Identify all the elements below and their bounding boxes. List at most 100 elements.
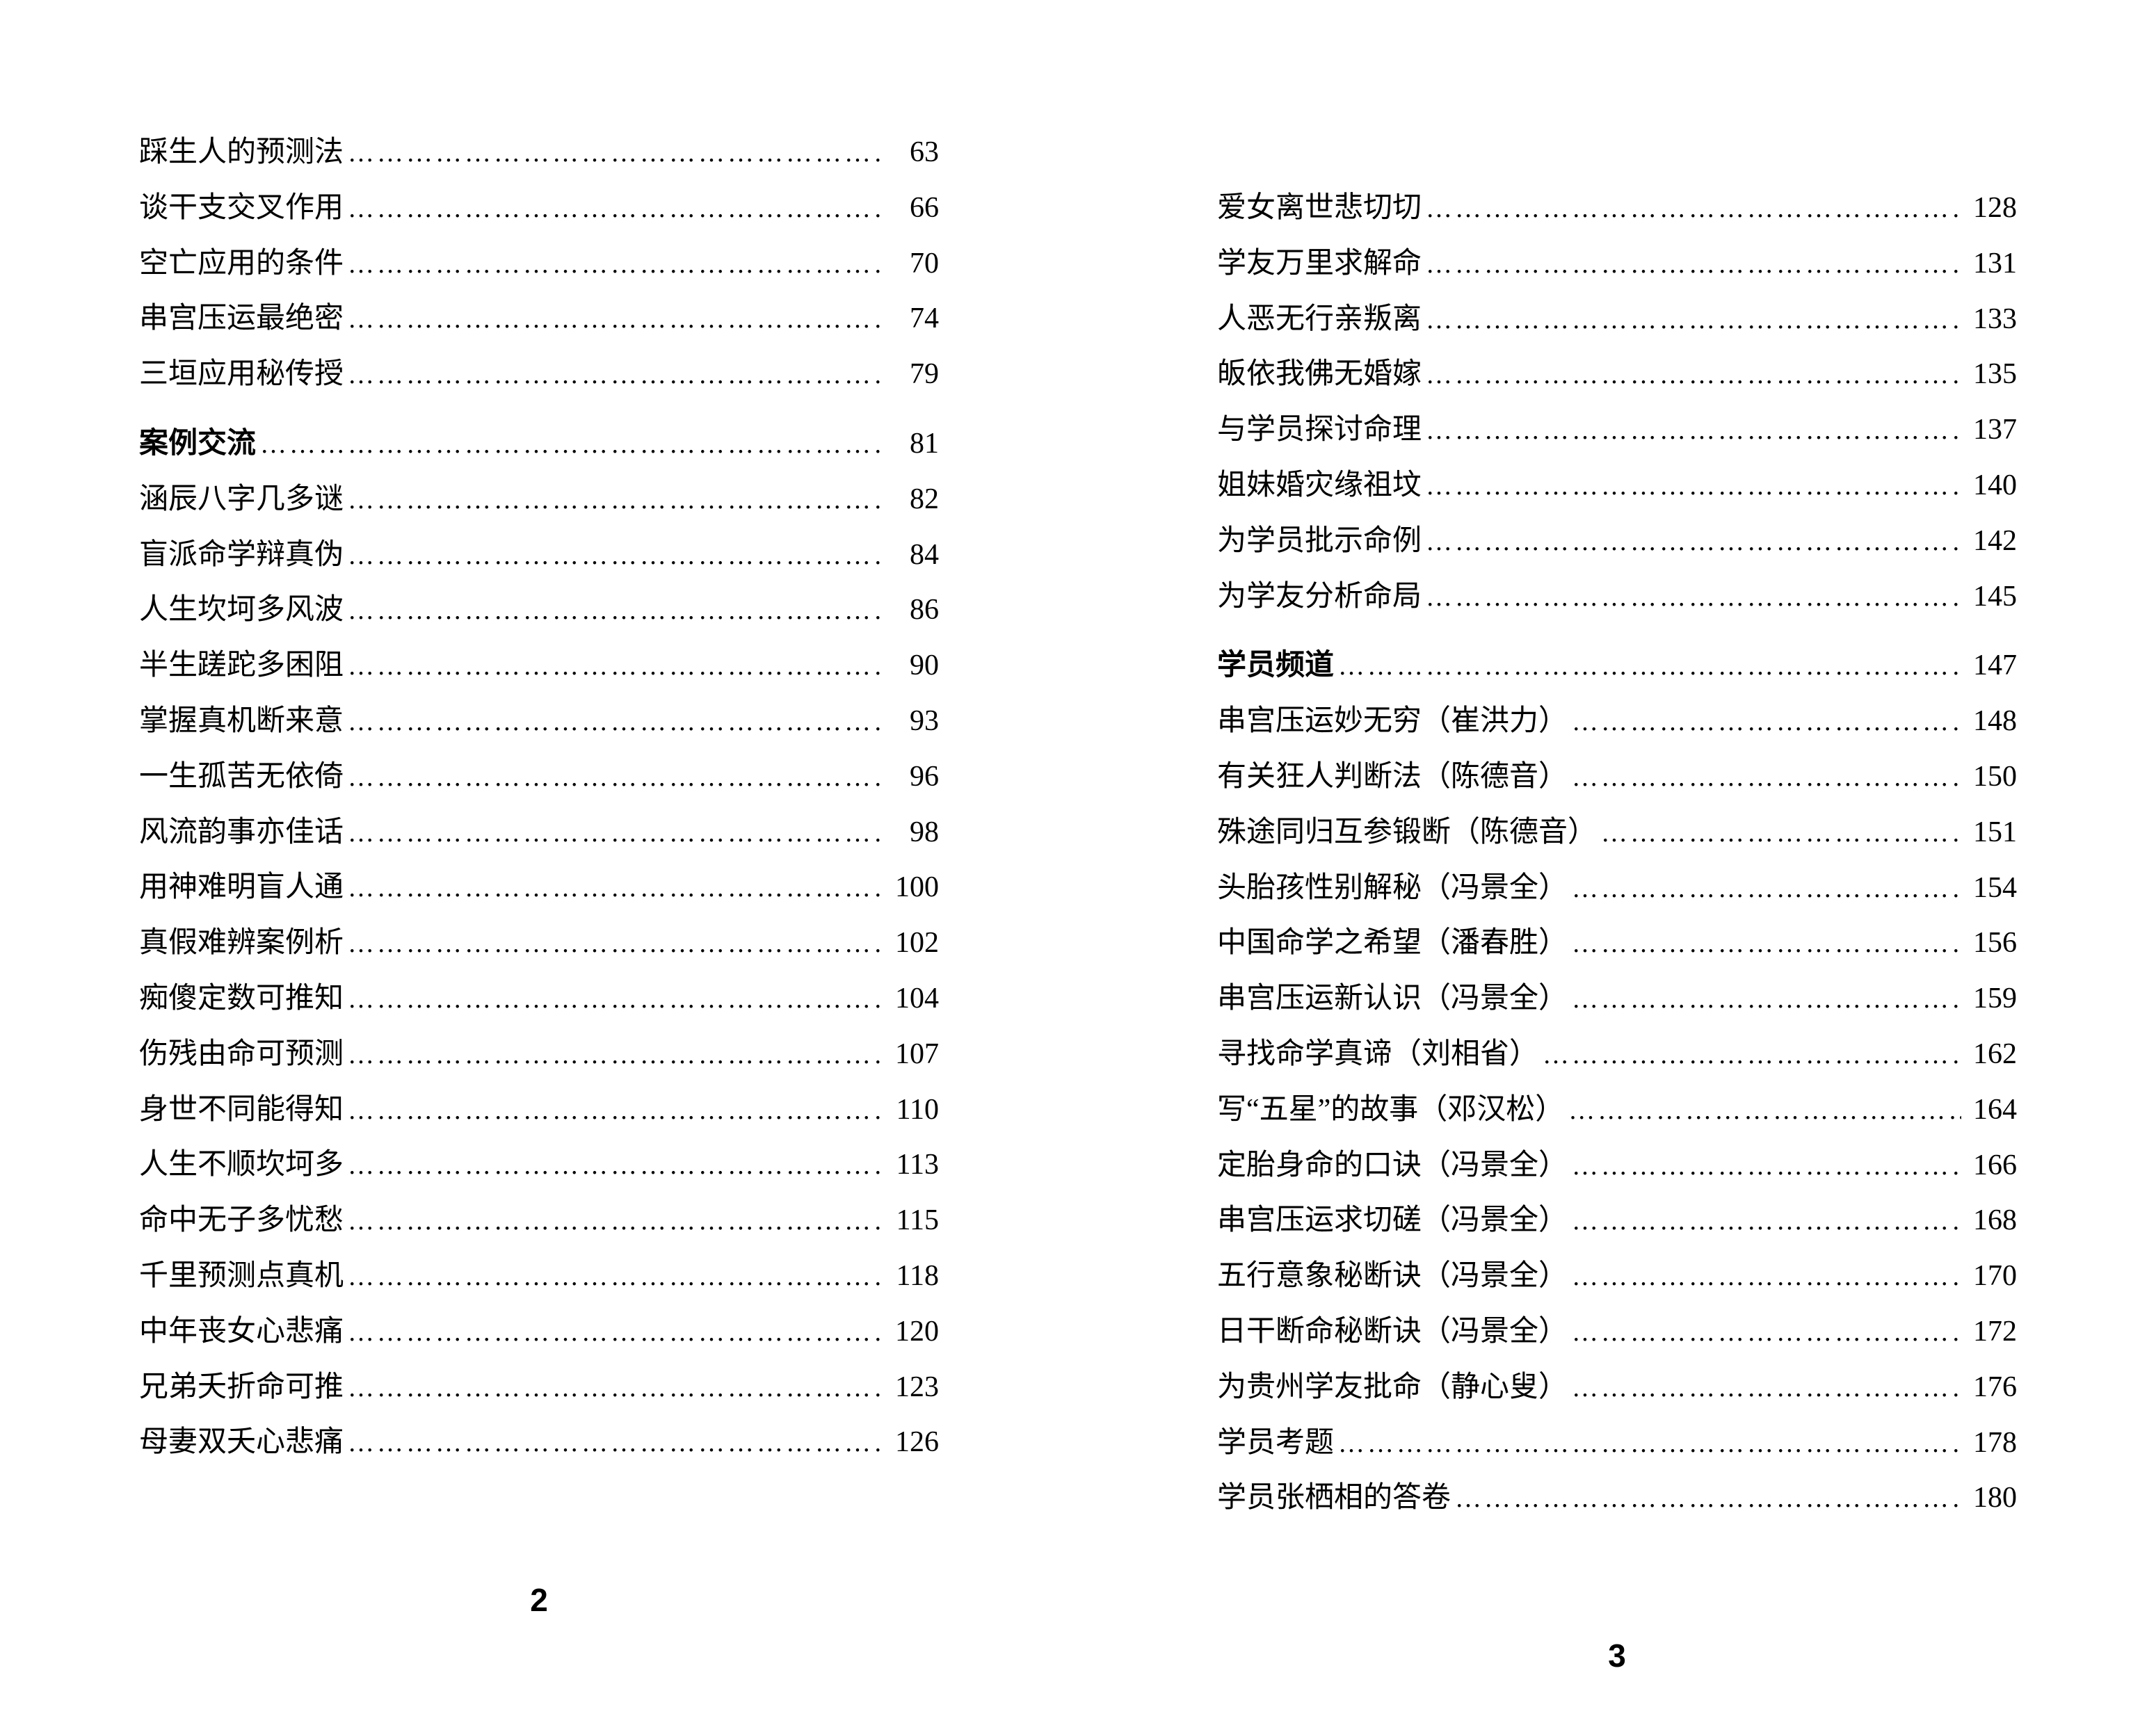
toc-dots: ……………………………………………………………… (344, 239, 883, 289)
toc-page-number: 150 (1961, 750, 2017, 805)
toc-page-number: 166 (1961, 1138, 2017, 1194)
toc-title: 命中无子多忧愁 (139, 1193, 344, 1249)
toc-page-number: 178 (1961, 1416, 2017, 1471)
toc-dots: ……………………………………………………………… (1568, 1141, 1961, 1191)
toc-page-number: 156 (1961, 916, 2017, 971)
toc-dots: ……………………………………………………………… (344, 531, 883, 581)
toc-title: 人恶无行亲叛离 (1217, 292, 1422, 348)
toc-row: 串宫压运最绝密………………………………………………………………74 (139, 291, 939, 347)
toc-dots: ……………………………………………………………… (344, 1030, 883, 1080)
toc-dots: ……………………………………………………………… (344, 752, 883, 802)
toc-row: 串宫压运妙无穷（崔洪力）………………………………………………………………148 (1217, 694, 2017, 750)
toc-page-number: 70 (883, 236, 939, 292)
toc-title: 三垣应用秘传授 (139, 347, 344, 403)
toc-page-number: 140 (1961, 458, 2017, 514)
toc-row: 写“五星”的故事（邓汉松）………………………………………………………………164 (1217, 1083, 2017, 1138)
toc-page-number: 102 (883, 916, 939, 971)
toc-dots: ……………………………………………………………… (344, 808, 883, 858)
toc-dots: ……………………………………………………………… (1422, 461, 1961, 511)
toc-page-number: 104 (883, 971, 939, 1027)
toc-dots: ……………………………………………………………… (344, 475, 883, 525)
toc-title: 中国命学之希望（潘春胜） (1217, 916, 1568, 971)
toc-title: 盲派命学辩真伪 (139, 528, 344, 583)
toc-title: 用神难明盲人通 (139, 860, 344, 916)
toc-row: 谈干支交叉作用………………………………………………………………66 (139, 181, 939, 236)
toc-row: 为学员批示命例………………………………………………………………142 (1217, 514, 2017, 569)
toc-dots: ……………………………………………………………… (1568, 1196, 1961, 1246)
toc-row: 母妻双夭心悲痛………………………………………………………………126 (139, 1415, 939, 1471)
toc-row: 风流韵事亦佳话………………………………………………………………98 (139, 805, 939, 861)
toc-title: 串宫压运最绝密 (139, 291, 344, 347)
toc-page-number: 82 (883, 472, 939, 528)
toc-dots: ……………………………………………………………… (344, 1196, 883, 1246)
toc-title: 为学友分析命局 (1217, 569, 1422, 625)
toc-dots: ……………………………………………………………… (344, 184, 883, 234)
toc-title: 踩生人的预测法 (139, 125, 344, 181)
toc-dots: ……………………………………………………………… (1422, 405, 1961, 455)
toc-dots: ……………………………………………………………… (344, 294, 883, 344)
toc-title: 兄弟夭折命可推 (139, 1360, 344, 1416)
toc-dots: ……………………………………………………………… (344, 350, 883, 400)
section-gap (139, 403, 939, 415)
toc-title: 中年丧女心悲痛 (139, 1304, 344, 1360)
toc-title: 有关狂人判断法（陈德音） (1217, 750, 1568, 805)
toc-row: 头胎孩性别解秘（冯景全）………………………………………………………………154 (1217, 861, 2017, 916)
toc-dots: ……………………………………………………………… (344, 641, 883, 691)
toc-dots: ……………………………………………………………… (1334, 1418, 1961, 1469)
toc-page-number: 115 (883, 1193, 939, 1249)
toc-dots: ……………………………………………………………… (1564, 1085, 1961, 1135)
toc-title: 为贵州学友批命（静心叟） (1217, 1360, 1568, 1416)
toc-row: 为贵州学友批命（静心叟）………………………………………………………………176 (1217, 1360, 2017, 1416)
toc-title: 真假难辨案例析 (139, 916, 344, 971)
toc-row: 伤残由命可预测………………………………………………………………107 (139, 1027, 939, 1083)
toc-dots: ……………………………………………………………… (344, 974, 883, 1024)
toc-page-number: 180 (1961, 1471, 2017, 1526)
toc-row: 定胎身命的口诀（冯景全）………………………………………………………………166 (1217, 1138, 2017, 1194)
toc-row: 案例交流………………………………………………………………81 (139, 415, 939, 472)
toc-title: 学友万里求解命 (1217, 236, 1422, 292)
toc-dots: ……………………………………………………………… (1422, 295, 1961, 345)
toc-row: 皈依我佛无婚嫁………………………………………………………………135 (1217, 347, 2017, 403)
toc-row: 掌握真机断来意………………………………………………………………93 (139, 694, 939, 750)
toc-list-right: 爱女离世悲切切………………………………………………………………128学友万里求解… (1217, 181, 2017, 1526)
toc-dots: ……………………………………………………………… (344, 919, 883, 969)
toc-page-number: 154 (1961, 861, 2017, 916)
toc-page-number: 96 (883, 750, 939, 805)
toc-dots: ……………………………………………………………… (344, 1363, 883, 1413)
toc-page-number: 126 (883, 1415, 939, 1471)
toc-row: 盲派命学辩真伪………………………………………………………………84 (139, 528, 939, 583)
toc-dots: ……………………………………………………………… (1422, 184, 1961, 234)
toc-title: 空亡应用的条件 (139, 236, 344, 292)
toc-row: 涵辰八字几多谜………………………………………………………………82 (139, 472, 939, 528)
toc-page-number: 131 (1961, 236, 2017, 292)
toc-row: 命中无子多忧愁………………………………………………………………115 (139, 1193, 939, 1249)
toc-row: 姐妹婚灾缘祖坟………………………………………………………………140 (1217, 458, 2017, 514)
page-right: 爱女离世悲切切………………………………………………………………128学友万里求解… (1078, 0, 2156, 1730)
toc-row: 人生坎坷多风波………………………………………………………………86 (139, 583, 939, 638)
toc-title: 五行意象秘断诀（冯景全） (1217, 1249, 1568, 1304)
toc-page-number: 113 (883, 1138, 939, 1193)
toc-row: 中国命学之希望（潘春胜）………………………………………………………………156 (1217, 916, 2017, 971)
toc-row: 踩生人的预测法………………………………………………………………63 (139, 125, 939, 181)
section-gap (1217, 624, 2017, 637)
toc-title: 案例交流 (139, 415, 256, 471)
toc-page-number: 118 (883, 1249, 939, 1304)
toc-row: 半生蹉跎多困阻………………………………………………………………90 (139, 638, 939, 694)
toc-row: 五行意象秘断诀（冯景全）………………………………………………………………170 (1217, 1249, 2017, 1304)
toc-title: 串宫压运妙无穷（崔洪力） (1217, 694, 1568, 750)
toc-title: 日干断命秘断诀（冯景全） (1217, 1304, 1568, 1360)
toc-page-number: 107 (883, 1027, 939, 1083)
toc-row: 日干断命秘断诀（冯景全）………………………………………………………………172 (1217, 1304, 2017, 1360)
toc-title: 学员考题 (1217, 1416, 1334, 1471)
toc-dots: ……………………………………………………………… (344, 697, 883, 747)
toc-dots: ……………………………………………………………… (344, 585, 883, 636)
toc-dots: ……………………………………………………………… (344, 1085, 883, 1135)
toc-title: 串宫压运求切磋（冯景全） (1217, 1193, 1568, 1249)
toc-page-number: 159 (1961, 971, 2017, 1027)
toc-dots: ……………………………………………………………… (256, 419, 883, 469)
toc-row: 用神难明盲人通………………………………………………………………100 (139, 860, 939, 916)
toc-title: 寻找命学真谛（刘相省） (1217, 1027, 1538, 1083)
toc-page-number: 93 (883, 694, 939, 750)
toc-page-number: 120 (883, 1304, 939, 1360)
toc-page-number: 176 (1961, 1360, 2017, 1416)
